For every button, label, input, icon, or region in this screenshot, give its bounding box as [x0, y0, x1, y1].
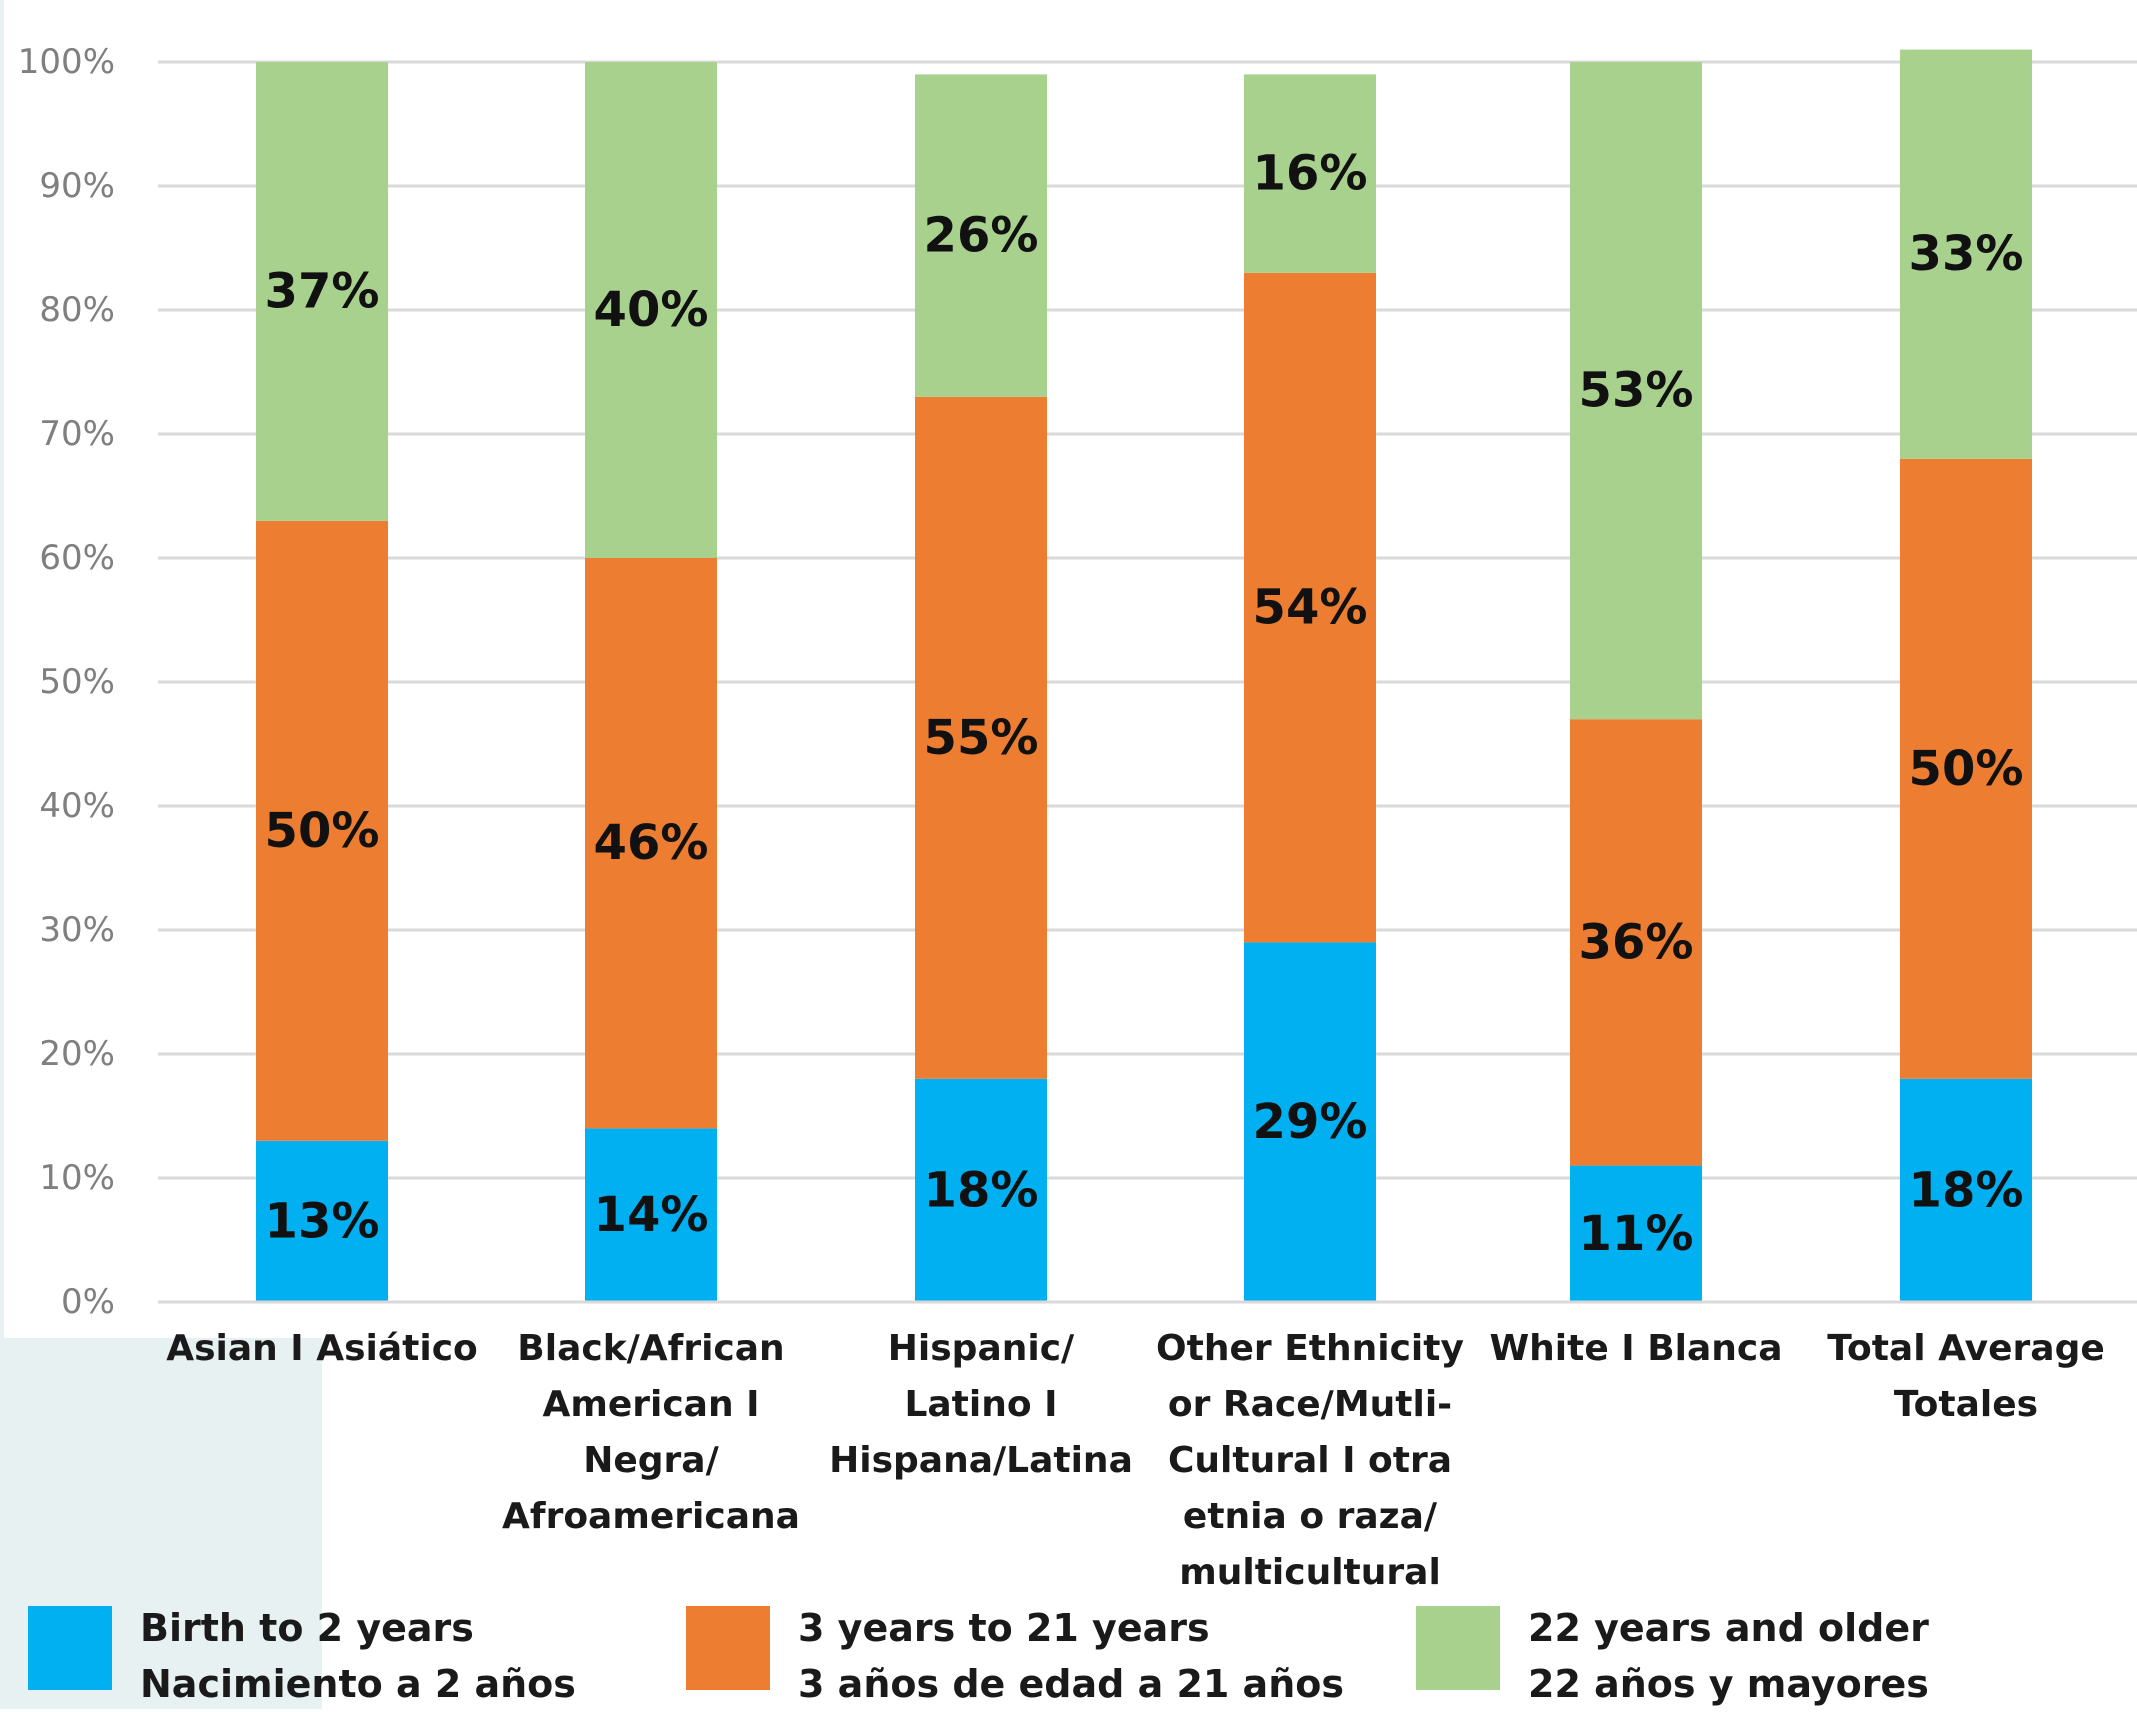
bar-segment — [1570, 62, 1702, 720]
x-tick-label-line: Negra/ — [583, 1440, 719, 1481]
x-tick-label: White I Blanca — [1489, 1328, 1782, 1369]
bar-segment — [1244, 942, 1376, 1302]
x-tick-label-line: American I — [542, 1384, 759, 1425]
data-label: 29% — [1253, 1094, 1368, 1150]
data-label: 37% — [265, 263, 380, 319]
legend-label-line: 3 años de edad a 21 años — [798, 1662, 1344, 1706]
bar-segment — [585, 1128, 717, 1302]
data-label: 40% — [594, 282, 709, 338]
data-label: 26% — [924, 208, 1039, 264]
x-tick-label-line: or Race/Mutli- — [1168, 1384, 1452, 1425]
data-label: 33% — [1909, 226, 2024, 282]
data-label: 54% — [1253, 580, 1368, 636]
x-tick-label: Black/African American I Negra/Afroamerica… — [502, 1328, 800, 1537]
legend-label-line: 22 years and older — [1528, 1606, 1929, 1650]
y-axis: 0% 10% 20% 30% 40% 50% 60% 70% 80% 90% 100% — [18, 42, 115, 1322]
legend-label: 22 years and older 22 años y mayores — [1528, 1600, 1929, 1712]
legend-swatch — [686, 1606, 770, 1690]
data-label: 53% — [1579, 363, 1694, 419]
legend-swatch — [1416, 1606, 1500, 1690]
y-tick-label: 20% — [39, 1034, 115, 1074]
bars — [256, 49, 2032, 1302]
bar-segment — [1244, 74, 1376, 273]
x-tick-label-line: Afroamericana — [502, 1496, 800, 1537]
bar-segment — [1570, 719, 1702, 1166]
y-tick-label: 40% — [39, 786, 115, 826]
data-label: 18% — [924, 1162, 1039, 1218]
data-label: 18% — [1909, 1162, 2024, 1218]
data-label: 50% — [1909, 741, 2024, 797]
y-tick-label: 70% — [39, 414, 115, 454]
bar-segment — [1570, 1165, 1702, 1302]
bar-segment — [585, 558, 717, 1129]
legend-swatch — [28, 1606, 112, 1690]
data-label: 55% — [924, 710, 1039, 766]
bar-segment — [915, 396, 1047, 1079]
data-label: 13% — [265, 1193, 380, 1249]
bar-segment — [1900, 458, 2032, 1079]
x-tick-label-line: White I Blanca — [1489, 1328, 1782, 1369]
x-tick-label: Total Average Totales — [1827, 1328, 2105, 1425]
data-label: 16% — [1253, 146, 1368, 202]
legend-label-line: Nacimiento a 2 años — [140, 1662, 576, 1706]
y-tick-label: 30% — [39, 910, 115, 950]
bar-segment — [256, 1140, 388, 1302]
x-tick-label-line: multicultural — [1179, 1552, 1441, 1593]
background-tint — [0, 0, 4, 1338]
x-tick-label-line: Hispana/Latina — [829, 1440, 1133, 1481]
gridlines — [158, 60, 2137, 1304]
data-label: 50% — [265, 803, 380, 859]
x-tick-label: Other Ethnicity or Race/Mutli- Cultural I … — [1156, 1328, 1464, 1593]
bar-segment — [256, 62, 388, 521]
data-label: 46% — [594, 815, 709, 871]
data-label: 14% — [594, 1187, 709, 1243]
x-tick-label-line: Hispanic/ — [888, 1328, 1075, 1369]
data-label: 36% — [1579, 914, 1694, 970]
x-tick-label: Asian I Asiático — [166, 1328, 478, 1369]
data-labels: 13% 50% 37% 14% 46% 40% 18% 55% 26% 29% 54% 16% 11% 3… — [265, 146, 2024, 1262]
x-tick-label-line: Total Average — [1827, 1328, 2105, 1369]
x-tick-label-line: Latino I — [904, 1384, 1057, 1425]
x-tick-label-line: Other Ethnicity — [1156, 1328, 1464, 1369]
y-tick-label: 80% — [39, 290, 115, 330]
bar-segment — [915, 1078, 1047, 1302]
x-tick-label-line: etnia o raza/ — [1183, 1496, 1438, 1537]
bar-segment — [256, 520, 388, 1141]
y-tick-label: 100% — [18, 42, 115, 82]
y-tick-label: 50% — [39, 662, 115, 702]
x-tick-label-line: Cultural I otra — [1168, 1440, 1452, 1481]
y-tick-label: 10% — [39, 1158, 115, 1198]
bar-segment — [585, 62, 717, 558]
y-tick-label: 0% — [61, 1282, 115, 1322]
legend-label-line: Birth to 2 years — [140, 1606, 474, 1650]
stacked-bar-chart: 0% 10% 20% 30% 40% 50% 60% 70% 80% 90% 100% 13% 50%… — [18, 42, 2137, 1593]
x-tick-label: Hispanic/Latino I Hispana/Latina — [829, 1328, 1133, 1481]
bar-segment — [1900, 49, 2032, 459]
legend-label-line: 3 years to 21 years — [798, 1606, 1210, 1650]
bar-segment — [915, 74, 1047, 397]
legend-label-line: 22 años y mayores — [1528, 1662, 1929, 1706]
data-label: 11% — [1579, 1206, 1694, 1262]
legend-label: 3 years to 21 years 3 años de edad a 21 … — [798, 1600, 1344, 1712]
x-axis: Asian I Asiático Black/African American I N… — [158, 1300, 2137, 1593]
x-tick-label-line: Asian I Asiático — [166, 1328, 478, 1369]
y-tick-label: 60% — [39, 538, 115, 578]
bar-segment — [1900, 1078, 2032, 1302]
x-tick-label-line: Black/African — [517, 1328, 784, 1369]
bar-segment — [1244, 272, 1376, 943]
legend-label: Birth to 2 years Nacimiento a 2 años — [140, 1600, 576, 1712]
y-tick-label: 90% — [39, 166, 115, 206]
x-tick-label-line: Totales — [1894, 1384, 2038, 1425]
